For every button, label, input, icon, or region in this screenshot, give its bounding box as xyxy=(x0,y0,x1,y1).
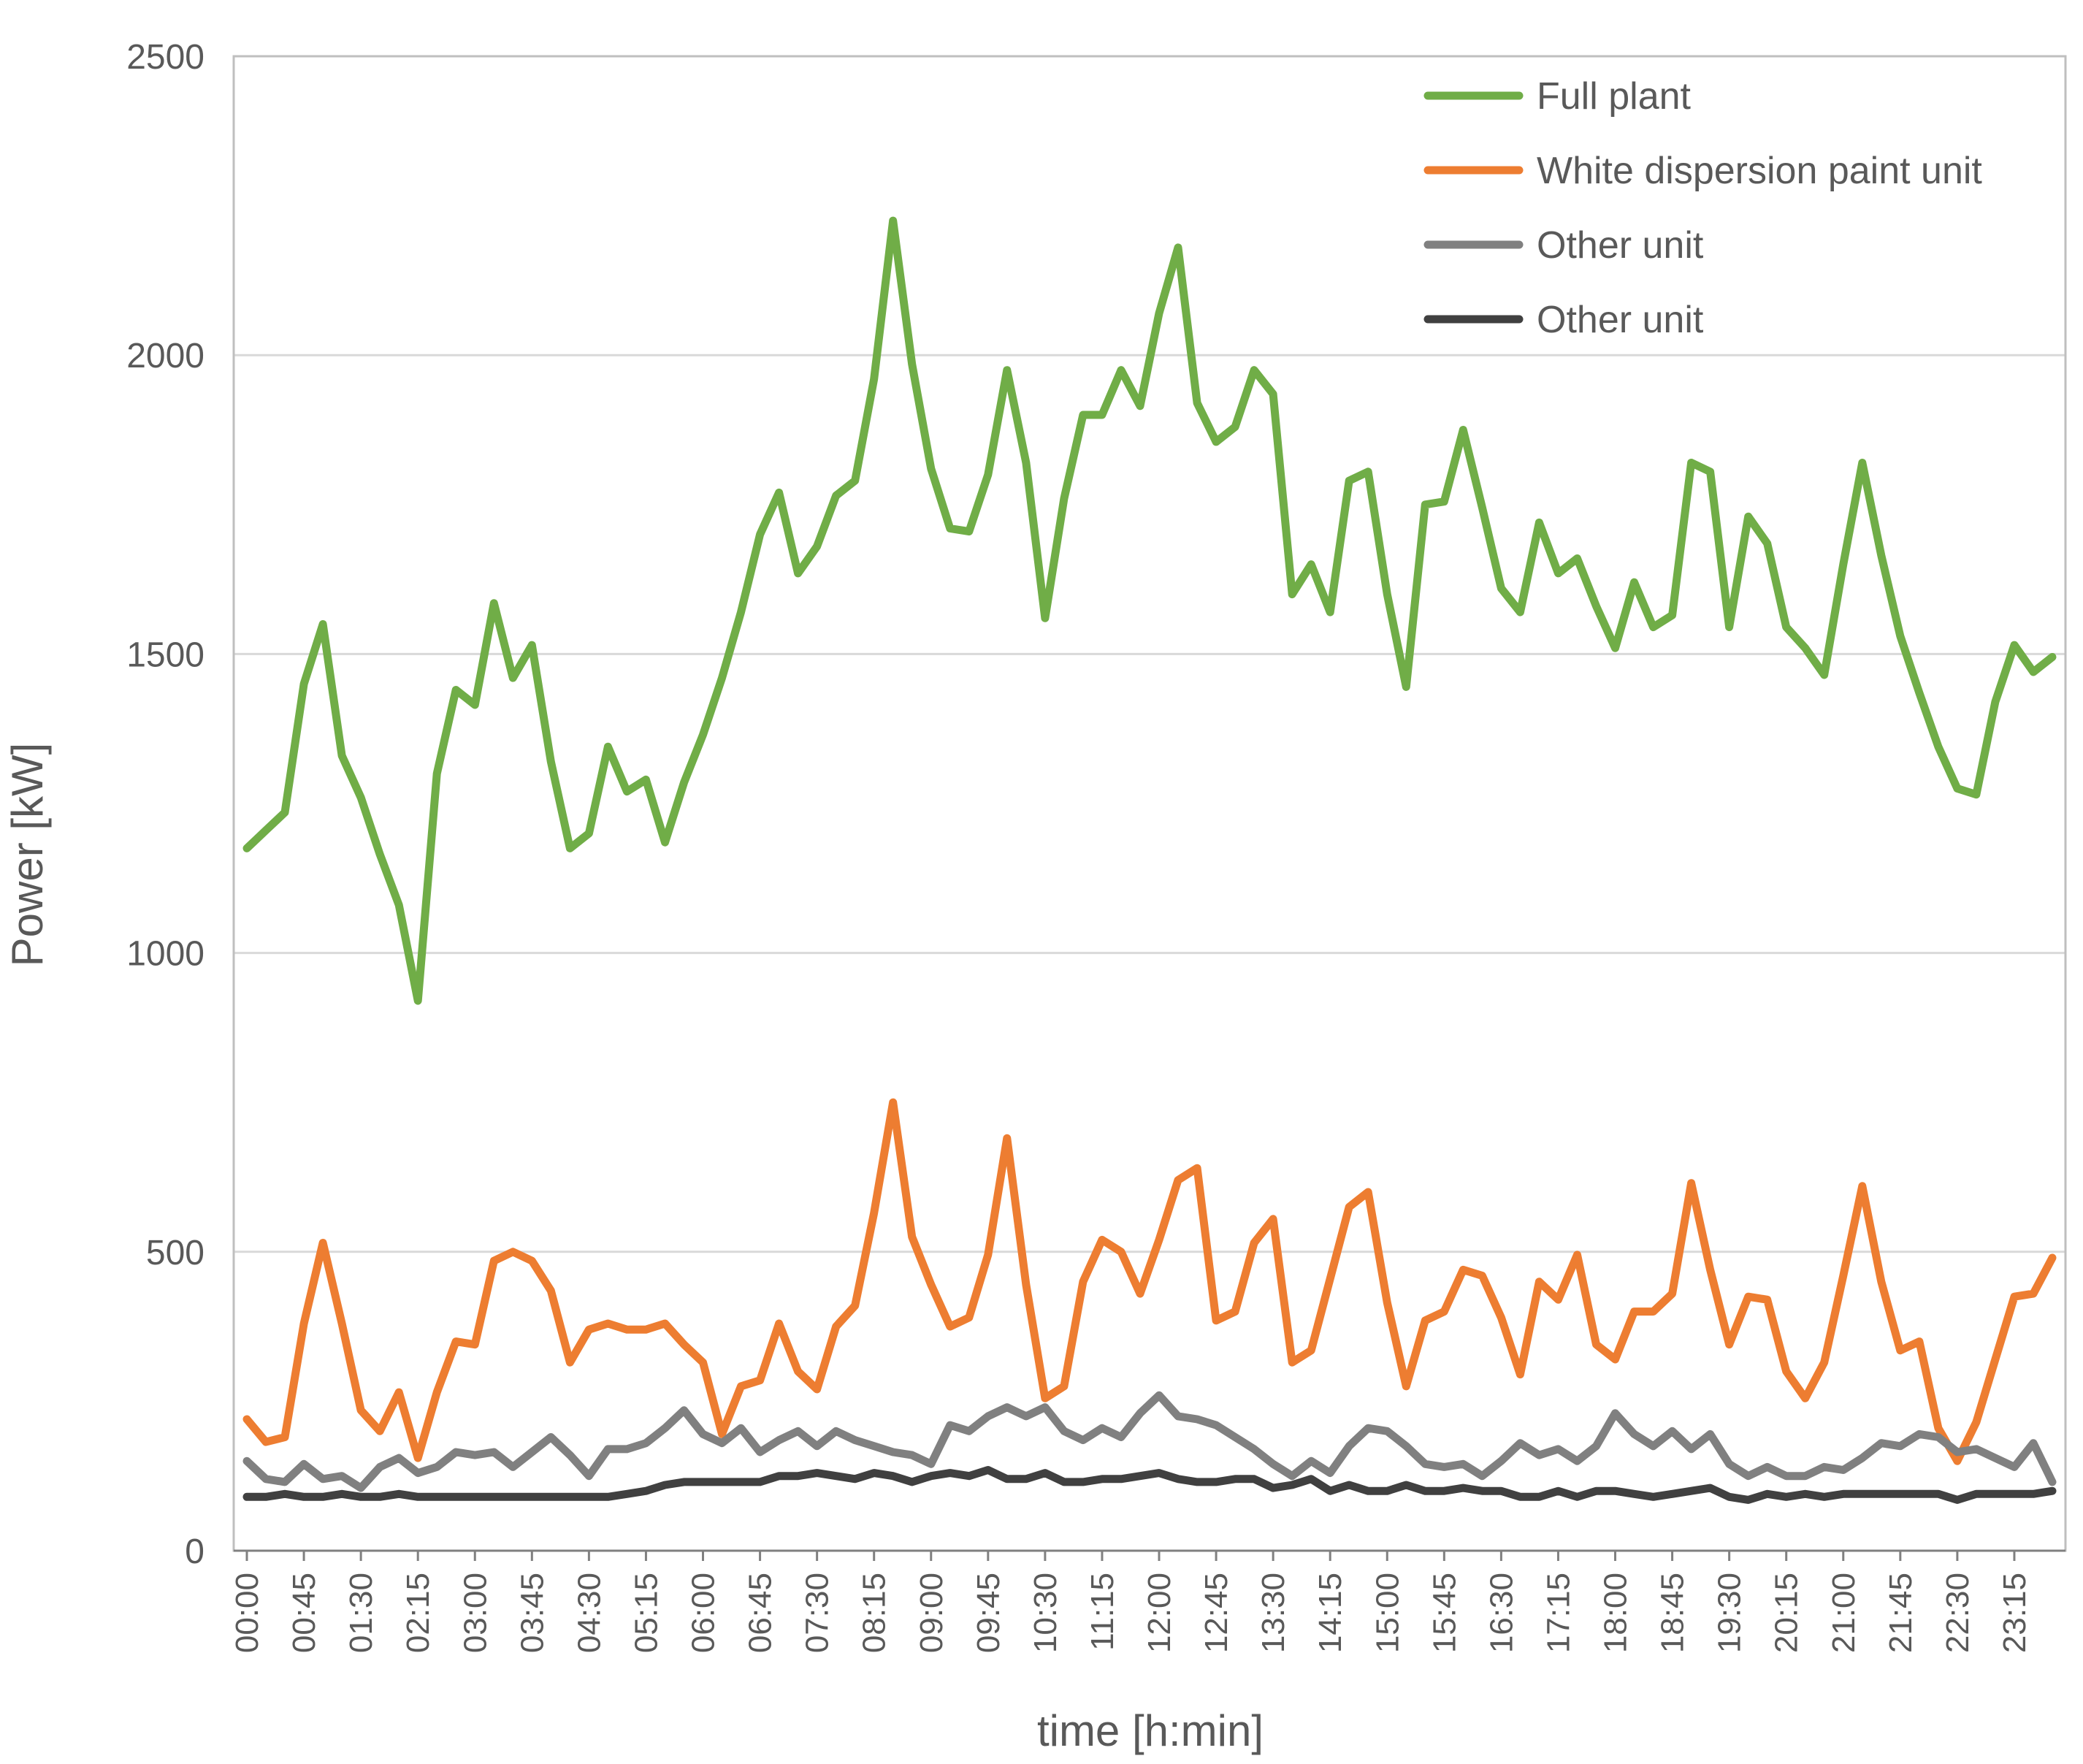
plot-area xyxy=(232,55,2067,1552)
series-line-2 xyxy=(242,1098,2057,1465)
y-tick-labels: 0 500 1000 1500 2000 2500 xyxy=(126,38,205,1571)
x-tick-label: 14:15 xyxy=(1312,1573,1348,1653)
x-tick-label: 01:30 xyxy=(343,1573,379,1653)
y-tick-label: 2500 xyxy=(126,38,205,77)
x-tick-label: 06:45 xyxy=(743,1573,779,1653)
x-tick-label: 00:45 xyxy=(286,1573,322,1653)
x-tick-label: 12:45 xyxy=(1199,1573,1234,1653)
y-tick-label: 1000 xyxy=(126,935,205,974)
legend-label: Other unit xyxy=(1537,299,1704,341)
x-tick-label: 03:00 xyxy=(457,1573,493,1653)
y-tick-label: 500 xyxy=(146,1234,205,1272)
legend-item: White dispersion paint unit xyxy=(1423,150,1982,192)
gridlines xyxy=(234,354,2065,1253)
x-tick-label: 09:00 xyxy=(914,1573,949,1653)
x-tick-label: 21:45 xyxy=(1883,1573,1919,1653)
x-tick-label: 12:00 xyxy=(1142,1573,1177,1653)
x-tick-label: 19:30 xyxy=(1712,1573,1748,1653)
x-tick-label: 23:15 xyxy=(1997,1573,2033,1653)
x-tick-label: 10:30 xyxy=(1028,1573,1063,1653)
x-tick-label: 22:30 xyxy=(1940,1573,1976,1653)
x-tick-label: 18:45 xyxy=(1655,1573,1691,1653)
x-tick-label: 09:45 xyxy=(971,1573,1006,1653)
x-axis-label: time [h:min] xyxy=(1037,1706,1264,1755)
legend-label: Full plant xyxy=(1537,75,1692,118)
series-line-1 xyxy=(242,216,2057,1005)
series-line-3 xyxy=(242,1391,2057,1492)
legend-item: Other unit xyxy=(1423,299,1704,341)
series-lines xyxy=(242,216,2057,1504)
axes xyxy=(232,55,2067,1561)
y-tick-label: 2000 xyxy=(126,337,205,375)
x-tick-label: 06:00 xyxy=(686,1573,722,1653)
x-tick-label: 07:30 xyxy=(800,1573,836,1653)
x-tick-label: 18:00 xyxy=(1598,1573,1634,1653)
legend: Full plant White dispersion paint unit Oth… xyxy=(1423,75,1982,341)
legend-item: Other unit xyxy=(1423,224,1704,267)
x-tick-label: 20:15 xyxy=(1769,1573,1805,1653)
y-tick-label: 1500 xyxy=(126,635,205,674)
x-tick-label: 03:45 xyxy=(514,1573,550,1653)
x-tick-label: 00:00 xyxy=(229,1573,265,1653)
x-tick-label: 16:30 xyxy=(1483,1573,1519,1653)
y-axis-label: Power [kW] xyxy=(3,743,52,967)
legend-item: Full plant xyxy=(1423,75,1692,118)
x-tick-label: 21:00 xyxy=(1826,1573,1862,1653)
legend-label: Other unit xyxy=(1537,224,1704,267)
x-tick-label: 11:15 xyxy=(1085,1573,1120,1651)
x-tick-label: 15:45 xyxy=(1426,1573,1462,1653)
x-tick-label: 05:15 xyxy=(628,1573,664,1653)
legend-label: White dispersion paint unit xyxy=(1537,150,1982,192)
series-line-4 xyxy=(242,1466,2057,1504)
x-tick-label: 13:30 xyxy=(1255,1573,1291,1653)
x-tick-label: 08:15 xyxy=(857,1573,893,1653)
x-tick-label: 15:00 xyxy=(1369,1573,1405,1653)
y-tick-label: 0 xyxy=(185,1532,205,1571)
x-tick-label: 04:30 xyxy=(571,1573,607,1653)
x-tick-label: 02:15 xyxy=(400,1573,436,1653)
x-tick-label: 17:15 xyxy=(1540,1573,1576,1653)
x-tick-labels: 00:00 00:45 01:30 02:15 03:00 03:45 04:30 05:15… xyxy=(229,1573,2033,1653)
